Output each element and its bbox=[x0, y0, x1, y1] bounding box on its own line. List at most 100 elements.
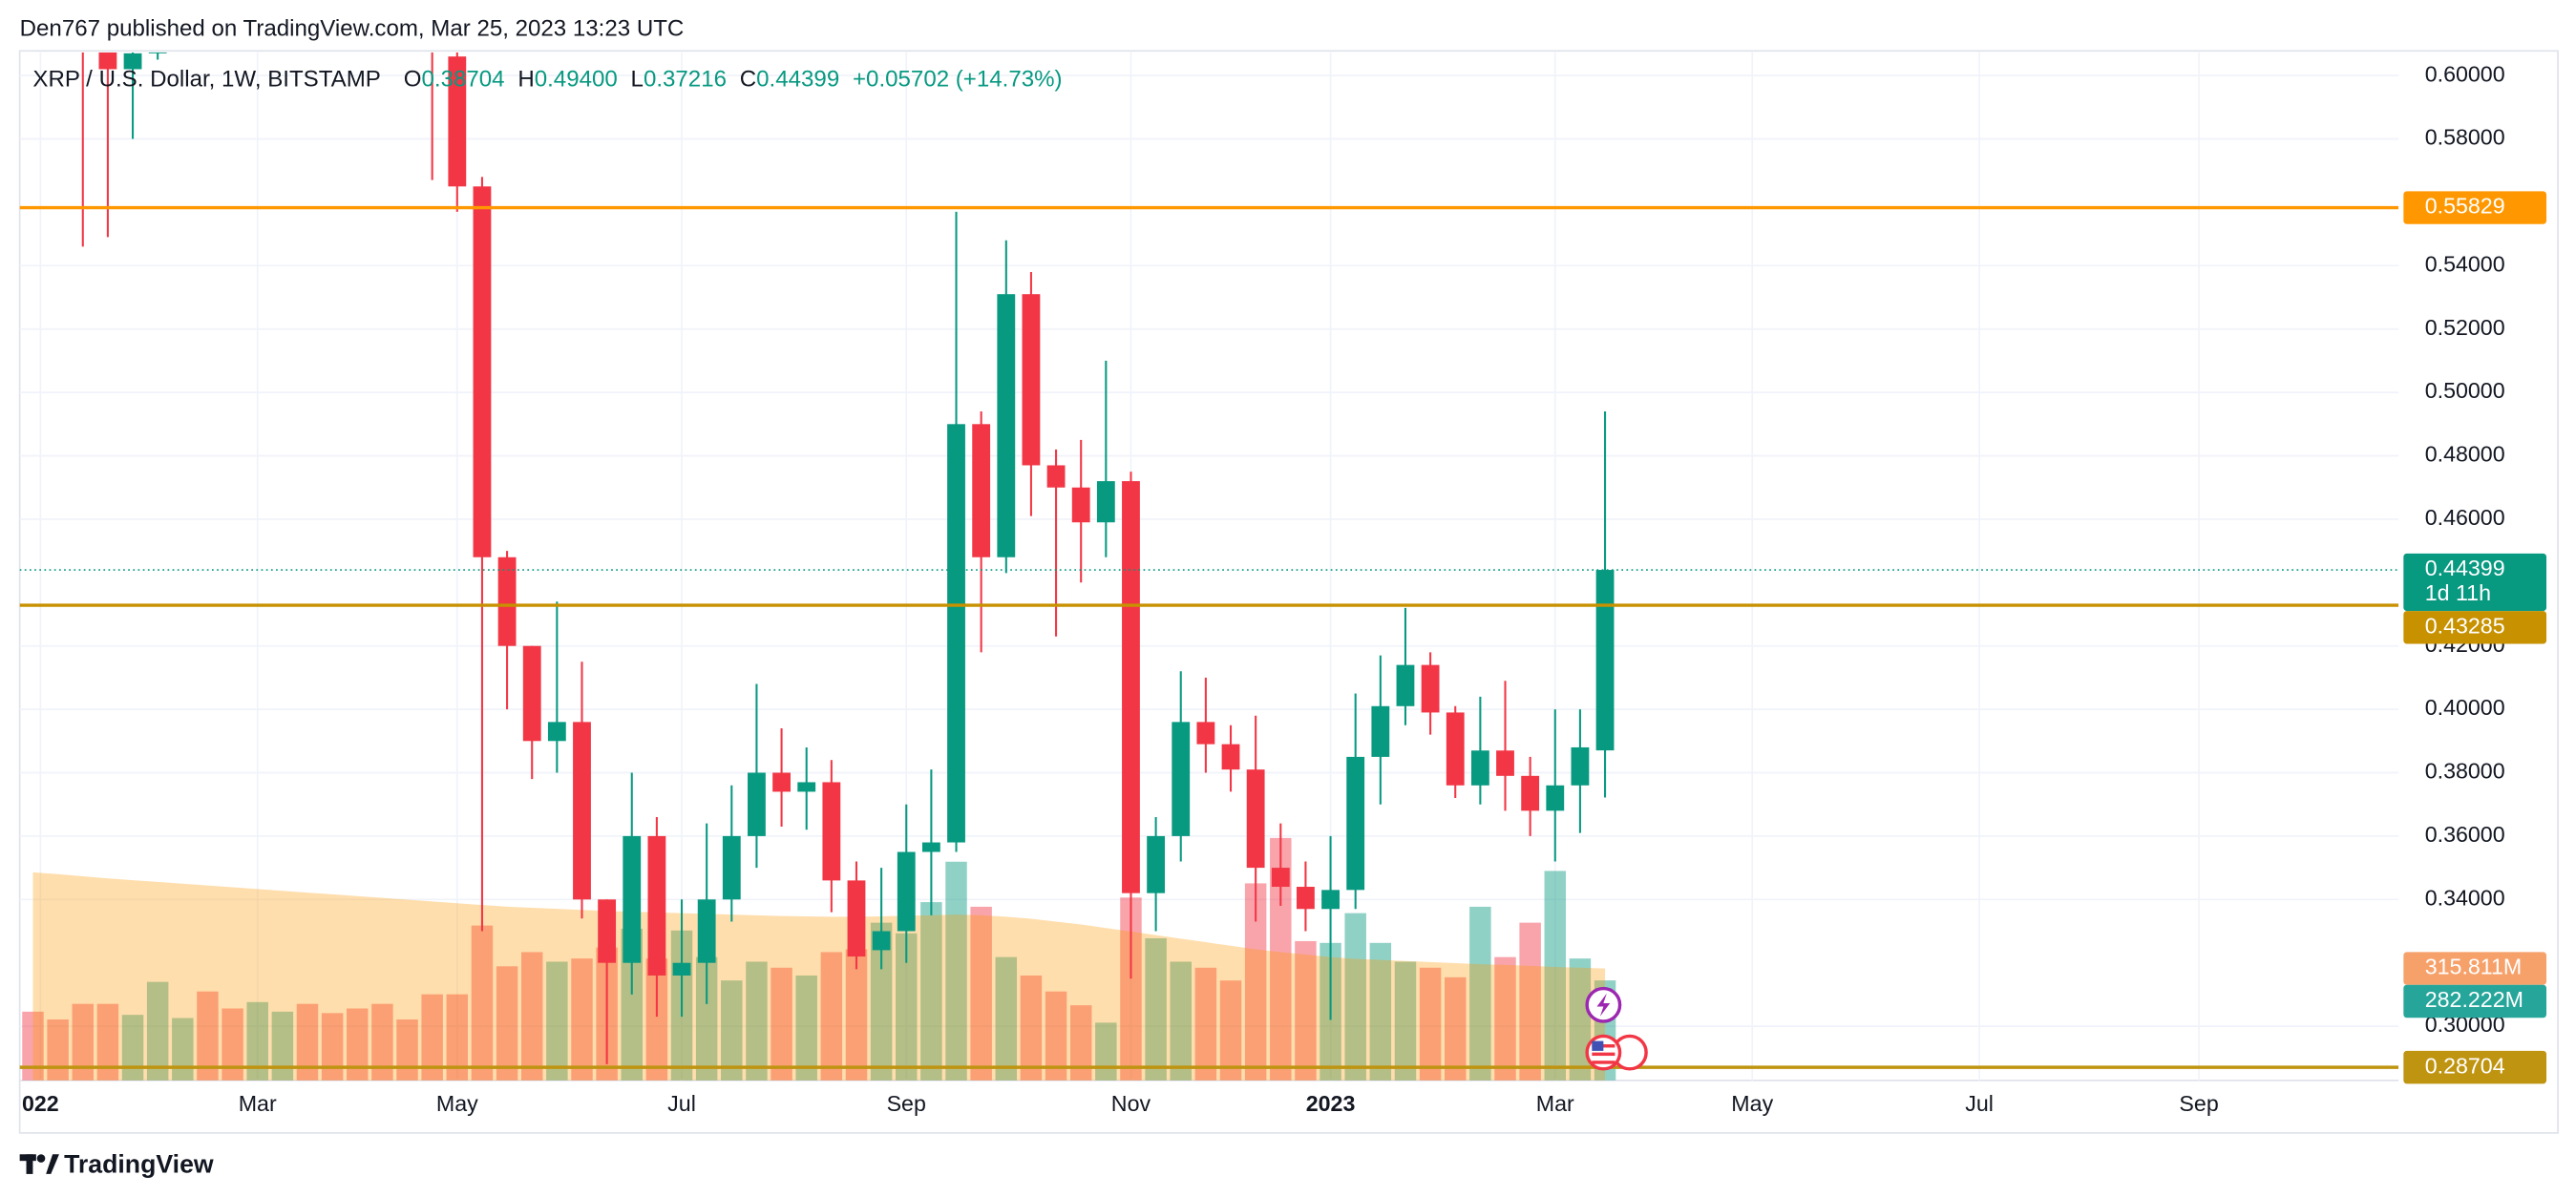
candle-body bbox=[448, 56, 467, 187]
volume-bar bbox=[1170, 961, 1192, 1081]
y-tick-label: 0.34000 bbox=[2425, 885, 2505, 910]
volume-bar bbox=[1194, 967, 1217, 1081]
candle-body bbox=[1172, 722, 1191, 836]
volume-bar bbox=[1219, 980, 1242, 1081]
volume-bar bbox=[321, 1013, 344, 1081]
candle-body bbox=[74, 0, 92, 12]
x-tick-label: Sep bbox=[887, 1091, 926, 1116]
candle-body bbox=[522, 645, 541, 742]
volume-bar bbox=[1544, 871, 1567, 1081]
volume-bar bbox=[1344, 913, 1366, 1081]
y-tick-label: 0.48000 bbox=[2425, 442, 2505, 467]
footer-logo bbox=[19, 1154, 59, 1174]
candle-body bbox=[772, 772, 791, 792]
y-tick-label: 0.58000 bbox=[2425, 125, 2505, 150]
candle-body bbox=[647, 835, 666, 976]
volume-bar bbox=[1069, 1005, 1092, 1081]
volume-bar bbox=[1045, 991, 1067, 1081]
x-tick-label: 022 bbox=[22, 1091, 59, 1116]
candle-body bbox=[1421, 664, 1440, 713]
symbol-legend: XRP / U.S. Dollar, 1W, BITSTAMP O0.38704… bbox=[32, 67, 1062, 93]
symbol: XRP / U.S. Dollar, 1W, BITSTAMP bbox=[32, 67, 380, 93]
change: +0.05702 (+14.73%) bbox=[853, 67, 1063, 93]
volume-bar bbox=[896, 933, 918, 1081]
y-tick-label: 0.50000 bbox=[2425, 378, 2505, 403]
candle-body bbox=[672, 962, 691, 976]
price-label-box bbox=[2403, 611, 2547, 644]
volume-bar bbox=[1145, 937, 1167, 1081]
ohlc-value: 0.49400 bbox=[535, 67, 618, 93]
volume-bar bbox=[645, 958, 668, 1081]
candle-body bbox=[997, 294, 1016, 557]
flag-stripe bbox=[1592, 1060, 1615, 1064]
candles bbox=[74, 0, 1615, 1064]
candle-body bbox=[1595, 570, 1615, 751]
volume-bar bbox=[771, 967, 792, 1081]
price-label-box bbox=[2403, 1050, 2547, 1084]
time-axis: 022 Mar May Jul Sep Nov 2023 Mar May Jul Sep bbox=[22, 1091, 2219, 1116]
y-tick-label: 0.54000 bbox=[2425, 251, 2505, 276]
price-label: 0.43285 bbox=[2425, 613, 2505, 638]
y-tick-label: 0.38000 bbox=[2425, 759, 2505, 784]
x-tick-label: May bbox=[436, 1091, 478, 1116]
flag-stripe bbox=[1592, 1052, 1615, 1057]
volume-bar bbox=[1444, 976, 1467, 1081]
ohlc-label: C bbox=[740, 67, 756, 93]
candle-body bbox=[872, 931, 891, 951]
candle-body bbox=[1046, 465, 1066, 488]
price-label-box bbox=[2403, 191, 2547, 224]
candle-body bbox=[797, 782, 816, 792]
logo-dot bbox=[36, 1154, 46, 1163]
volume-bar bbox=[746, 961, 768, 1081]
volume-bar bbox=[146, 981, 169, 1081]
volume-bar bbox=[446, 994, 469, 1081]
candle-body bbox=[1297, 887, 1315, 910]
ohlc-value: 0.37216 bbox=[644, 67, 727, 93]
volume-bar bbox=[96, 1003, 119, 1081]
candle-body bbox=[947, 424, 965, 843]
candle-body bbox=[921, 842, 940, 852]
candle-body bbox=[1446, 712, 1465, 786]
volume-bar bbox=[571, 958, 593, 1081]
volume-bar bbox=[1120, 897, 1142, 1081]
ohlc-label: L bbox=[631, 67, 644, 93]
volume-bar bbox=[1020, 975, 1043, 1081]
volume-bar bbox=[47, 1019, 69, 1081]
price-label: 0.55829 bbox=[2425, 194, 2505, 219]
candle-body bbox=[148, 52, 167, 53]
candle-body bbox=[473, 186, 492, 557]
volume-bar bbox=[1295, 940, 1317, 1081]
volume-bar bbox=[396, 1019, 418, 1081]
candle-body bbox=[1396, 664, 1415, 706]
candle-body bbox=[722, 835, 741, 900]
logo-stem bbox=[26, 1154, 33, 1174]
candle-body bbox=[623, 835, 642, 963]
candle-body bbox=[972, 424, 991, 557]
volume-bar bbox=[795, 975, 817, 1081]
price-label: 1d 11h bbox=[2425, 580, 2491, 605]
candle-body bbox=[1096, 481, 1115, 523]
volume-bar bbox=[197, 991, 219, 1081]
candle-body bbox=[1571, 746, 1590, 786]
x-tick-label: Mar bbox=[1536, 1091, 1574, 1116]
volume-bar bbox=[721, 980, 743, 1081]
volume-bar bbox=[1369, 942, 1392, 1081]
ohlc-value: 0.44399 bbox=[756, 67, 839, 93]
axes: 0.60000 0.58000 0.54000 0.52000 0.50000 0.480… bbox=[2403, 61, 2547, 1084]
y-tick-label: 0.52000 bbox=[2425, 315, 2505, 340]
volume-bar bbox=[1494, 956, 1516, 1081]
candle-body bbox=[98, 52, 117, 70]
candle-body bbox=[1122, 481, 1140, 893]
candle-body bbox=[547, 722, 566, 742]
grid bbox=[19, 52, 2399, 1081]
candle-body bbox=[1470, 750, 1489, 786]
ohlc-label: H bbox=[517, 67, 534, 93]
volume-bar bbox=[347, 1008, 369, 1081]
volume-bar bbox=[1270, 837, 1292, 1081]
logo-slant bbox=[46, 1154, 59, 1174]
x-tick-label: Mar bbox=[239, 1091, 277, 1116]
event-icons bbox=[1585, 986, 1648, 1071]
volume-bar bbox=[820, 952, 843, 1081]
candle-body bbox=[573, 722, 591, 900]
volume-pane bbox=[22, 837, 1616, 1081]
